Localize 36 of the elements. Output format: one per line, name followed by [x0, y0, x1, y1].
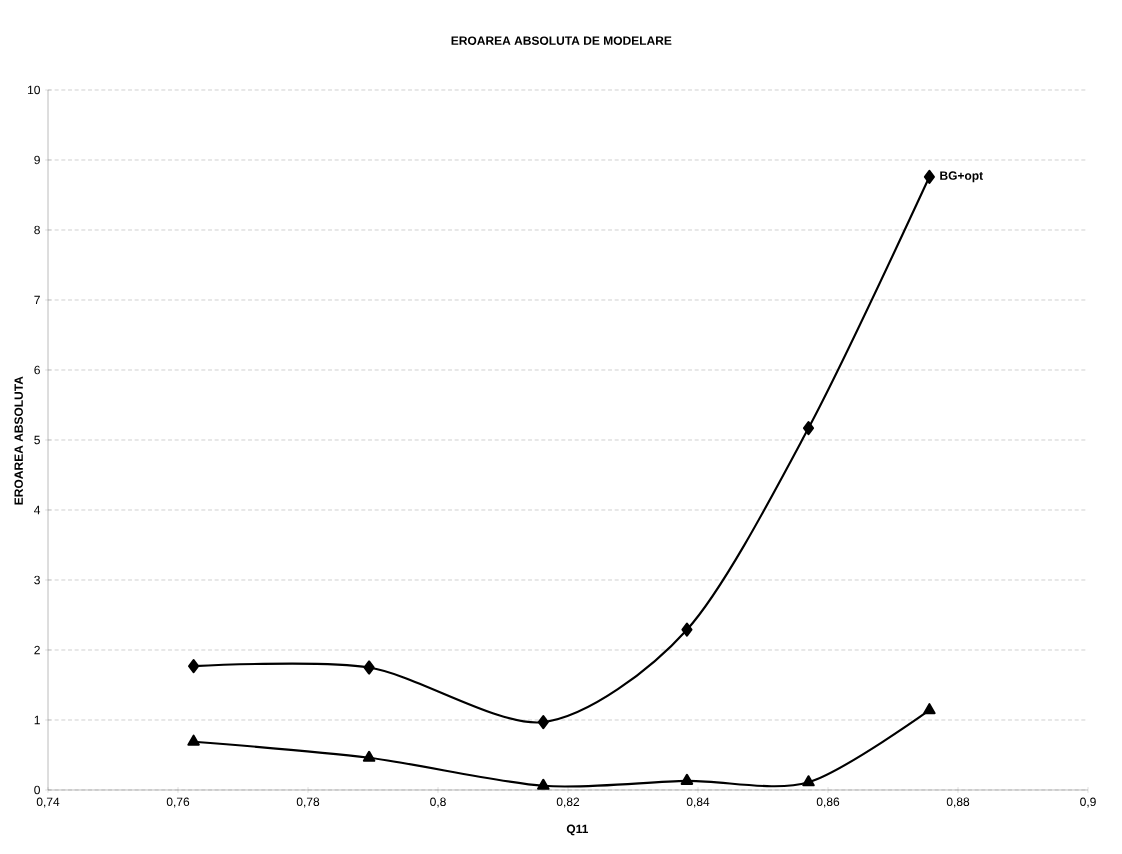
x-tick-label: 0,76 [166, 797, 190, 808]
point [681, 622, 693, 637]
y-axis-title: EROAREA ABSOLUTA [14, 376, 23, 505]
y-tick-label: 3 [34, 575, 40, 585]
point [923, 169, 935, 184]
x-tick-label: 0,86 [816, 797, 840, 808]
x-tick-label: 0,9 [1080, 797, 1096, 808]
point [537, 715, 549, 730]
point [188, 659, 200, 674]
point [362, 750, 376, 762]
x-tick-label: 0,78 [296, 797, 320, 808]
series-label: BG+opt [940, 171, 983, 183]
y-tick-label: 2 [34, 645, 40, 655]
x-tick-label: 0,84 [686, 797, 710, 808]
x-axis-title: Q11 [566, 824, 589, 836]
y-tick-label: 10 [28, 85, 40, 95]
x-tick-label: 0,82 [556, 797, 580, 808]
point [802, 421, 815, 436]
y-tick-label: 6 [34, 365, 40, 375]
point [187, 734, 200, 746]
point [923, 703, 936, 715]
y-tick-label: 0 [34, 785, 40, 795]
x-tick-label: 0,88 [946, 797, 970, 808]
y-tick-label: 7 [34, 295, 40, 305]
point [680, 773, 694, 785]
point [363, 660, 375, 675]
point [802, 775, 815, 787]
y-tick-label: 5 [34, 435, 40, 445]
y-tick-label: 4 [34, 505, 41, 515]
y-tick-label: 9 [34, 155, 40, 165]
chart-title: EROAREA ABSOLUTA DE MODELARE [451, 36, 672, 45]
x-tick-label: 0,74 [36, 797, 60, 808]
y-tick-label: 1 [34, 715, 40, 725]
point [537, 778, 550, 790]
x-tick-label: 0,8 [430, 797, 446, 808]
y-tick-label: 8 [34, 225, 40, 235]
